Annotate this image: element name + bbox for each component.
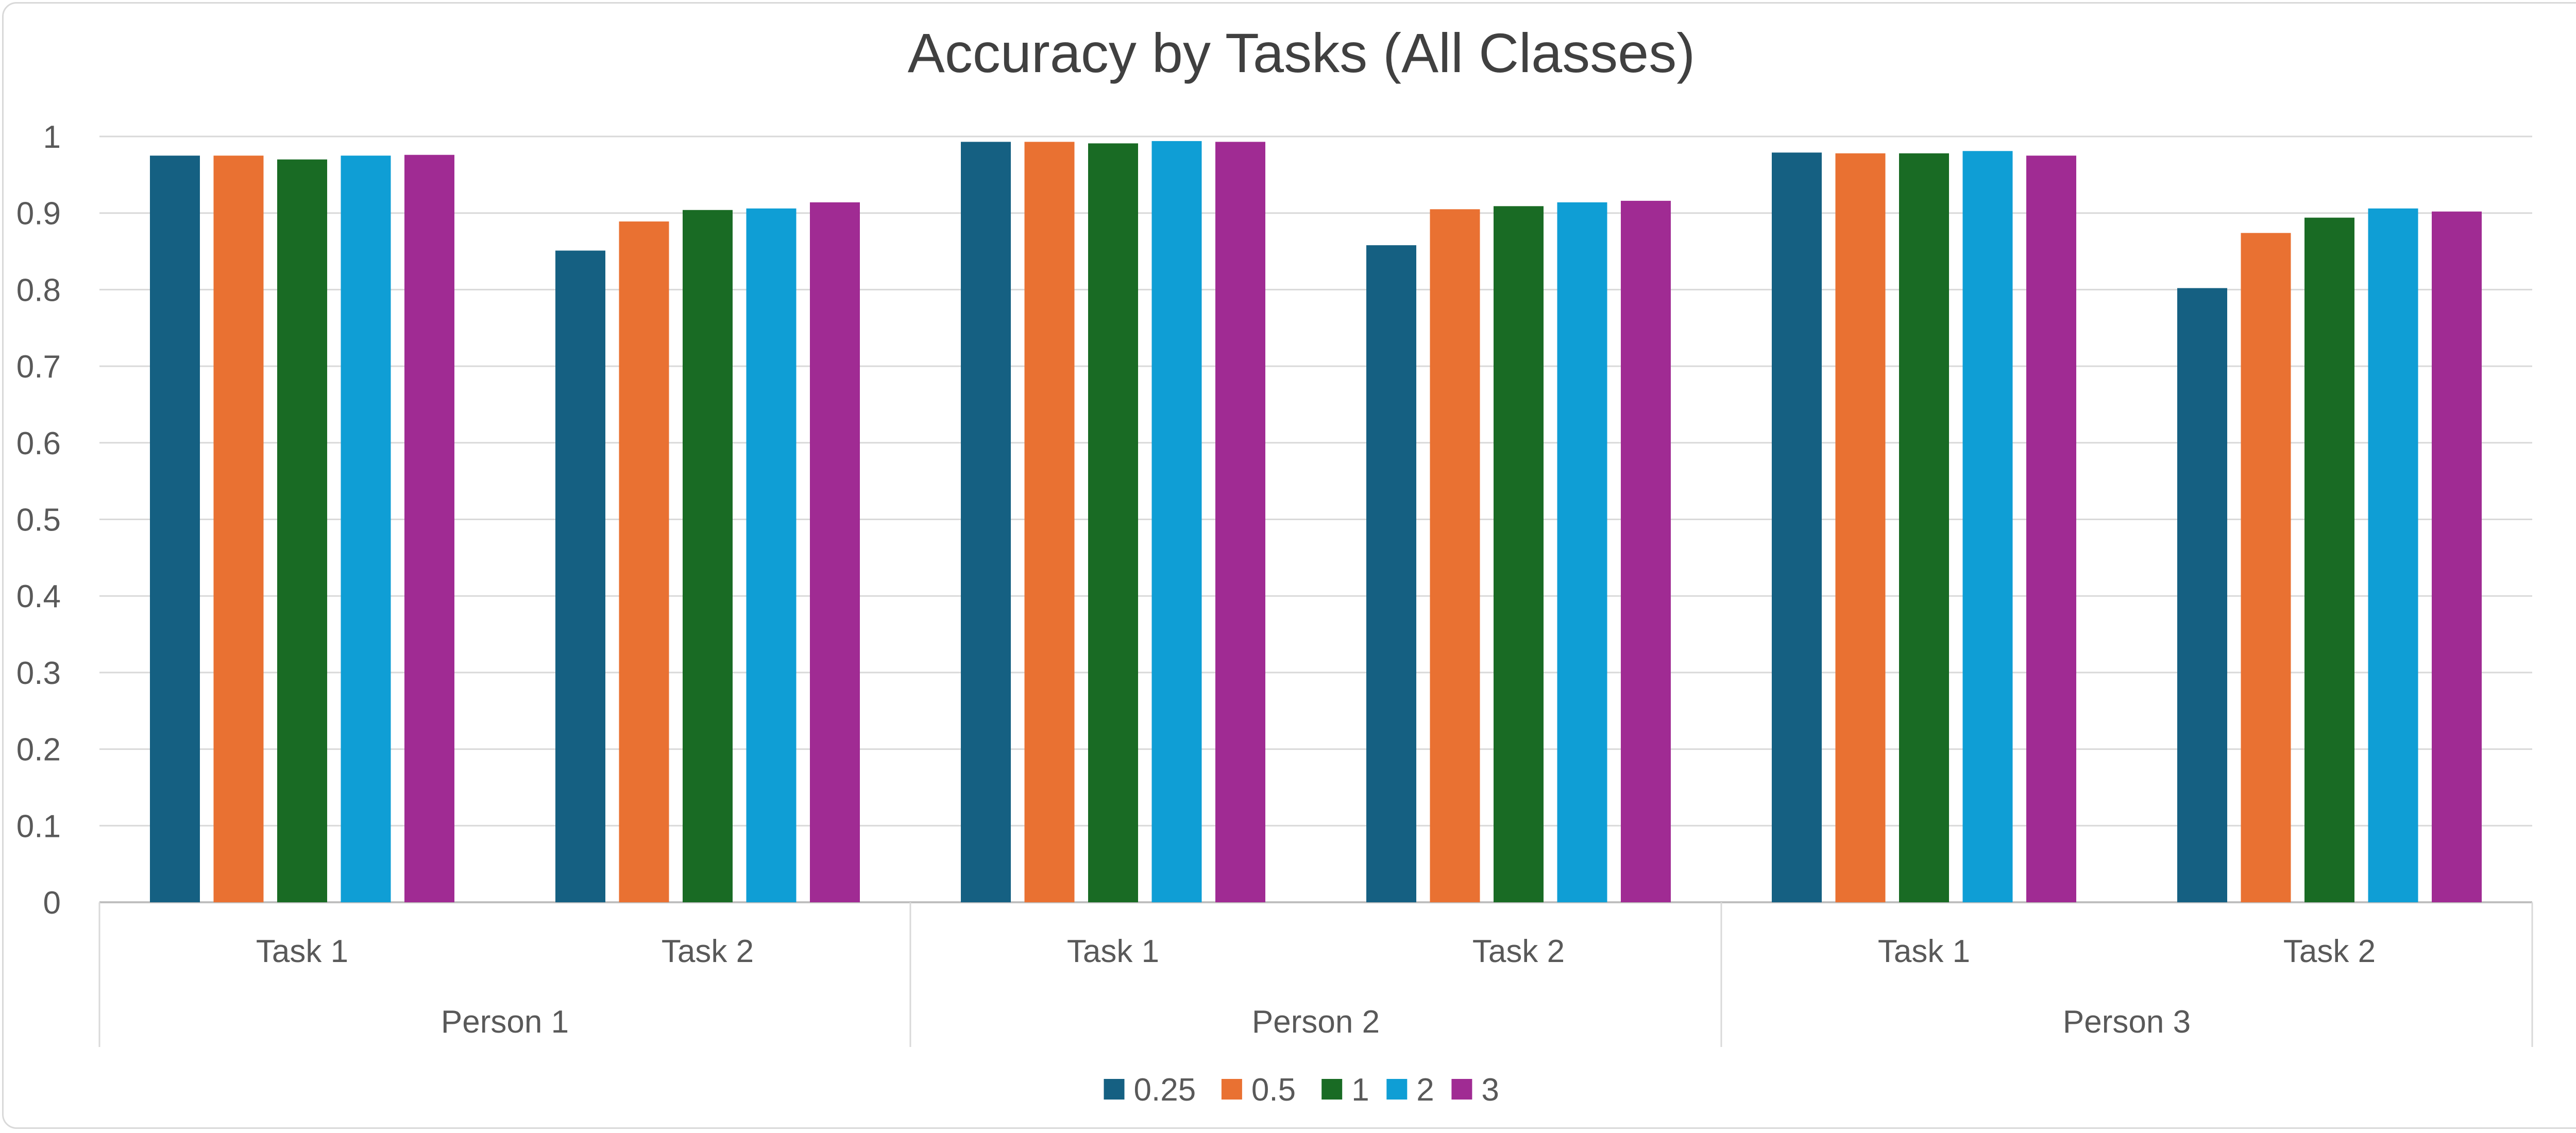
bar	[810, 202, 860, 903]
legend-item: 2	[1386, 1072, 1434, 1108]
bar	[2026, 156, 2076, 902]
legend-item: 0.5	[1221, 1072, 1296, 1108]
y-tick-label: 0.8	[16, 272, 61, 308]
y-tick-label: 0.4	[16, 579, 61, 614]
bar	[150, 156, 200, 902]
bar	[961, 142, 1011, 903]
bar	[1494, 206, 1544, 902]
bar	[341, 156, 391, 902]
y-tick-label: 0.3	[16, 656, 61, 691]
bar	[555, 250, 605, 902]
legend-label: 1	[1351, 1072, 1369, 1108]
y-axis-tick-labels: 0 0.1 0.2 0.3 0.4 0.5 0.6 0.7 0.8 0.9 1	[16, 119, 61, 921]
bar	[404, 154, 454, 902]
bar	[1430, 209, 1480, 902]
bar	[1835, 153, 1886, 902]
legend-item: 1	[1321, 1072, 1369, 1108]
legend-swatch	[1104, 1079, 1125, 1100]
y-tick-label: 0.1	[16, 809, 61, 844]
bar	[683, 210, 733, 903]
bar	[1621, 200, 1671, 903]
bar	[1899, 153, 1949, 902]
y-tick-label: 0.5	[16, 503, 61, 538]
bars	[150, 141, 2482, 903]
y-tick-label: 0.9	[16, 196, 61, 232]
legend-swatch	[1451, 1079, 1472, 1100]
y-tick-label: 0.6	[16, 426, 61, 461]
legend-item: 0.25	[1104, 1072, 1196, 1108]
legend-swatch	[1221, 1079, 1242, 1100]
bar	[2241, 233, 2291, 902]
chart-title: Accuracy by Tasks (All Classes)	[908, 22, 1695, 84]
x-tick-label: Task 2	[662, 934, 754, 969]
bar	[1772, 152, 1822, 902]
bar	[1215, 142, 1265, 903]
bar	[2177, 288, 2227, 902]
legend-label: 0.5	[1251, 1072, 1296, 1108]
bar	[2304, 217, 2354, 902]
x-tick-label: Task 1	[1878, 934, 1970, 969]
bar	[1557, 202, 1607, 903]
legend-label: 2	[1416, 1072, 1434, 1108]
legend: 0.25 0.5 1 2 3	[1104, 1072, 1499, 1108]
group-label: Person 2	[1252, 1004, 1380, 1040]
bar	[1151, 141, 1202, 902]
gridlines	[99, 135, 2532, 903]
x-tick-label: Task 1	[256, 934, 348, 969]
bar	[213, 156, 264, 902]
y-tick-label: 1	[43, 119, 61, 155]
legend-swatch	[1321, 1079, 1343, 1100]
bar	[619, 221, 669, 902]
group-label: Person 3	[2063, 1004, 2191, 1040]
legend-swatch	[1386, 1079, 1408, 1100]
bar	[1366, 245, 1416, 902]
legend-label: 3	[1481, 1072, 1499, 1108]
legend-item: 3	[1451, 1072, 1499, 1108]
bar	[746, 208, 796, 902]
bar	[1088, 143, 1138, 902]
y-tick-label: 0	[43, 885, 61, 921]
bar	[277, 159, 327, 902]
bar	[2432, 211, 2482, 902]
x-tick-label: Task 2	[1472, 934, 1565, 969]
group-label: Person 1	[441, 1004, 569, 1040]
bar	[1024, 142, 1075, 903]
bar	[2368, 208, 2418, 902]
legend-label: 0.25	[1134, 1072, 1196, 1108]
x-tick-label: Task 2	[2283, 934, 2376, 969]
x-tick-label: Task 1	[1067, 934, 1159, 969]
bar	[1962, 151, 2013, 903]
y-tick-label: 0.2	[16, 732, 61, 768]
y-tick-label: 0.7	[16, 349, 61, 385]
x-axis: Task 1 Task 2 Task 1 Task 2 Task 1 Task 2 Pers…	[98, 902, 2533, 1047]
